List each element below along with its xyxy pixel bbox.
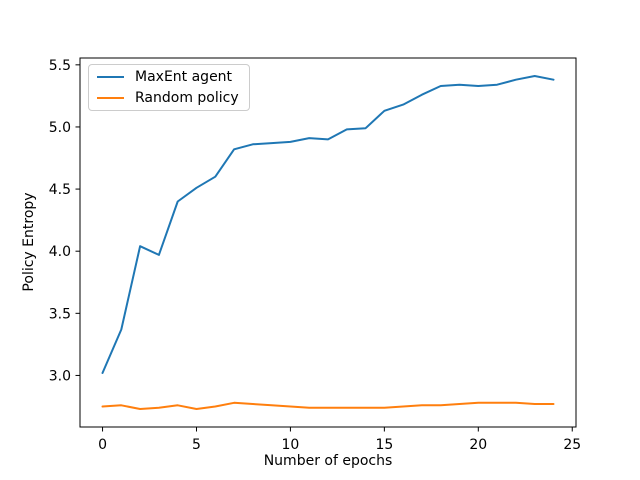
y-tick-label: 5.5	[49, 58, 71, 74]
legend-entry-random-policy: Random policy	[97, 88, 239, 109]
legend-line-sample-random-policy	[97, 96, 124, 99]
legend-entry-maxent-agent: MaxEnt agent	[97, 67, 239, 88]
y-tick-label: 4.0	[49, 244, 71, 260]
axes-frame	[79, 57, 577, 428]
series-line-maxent-agent	[101, 75, 555, 374]
y-tick-label: 5.0	[49, 120, 71, 136]
x-axis-label: Number of epochs	[263, 453, 393, 469]
x-tick-label: 20	[469, 437, 487, 453]
x-tick-label: 0	[98, 437, 107, 453]
legend-line-sample-maxent-agent	[97, 76, 124, 79]
legend-label-maxent-agent: MaxEnt agent	[135, 69, 233, 86]
legend: MaxEnt agent Random policy	[88, 64, 250, 111]
y-tick-label: 3.5	[49, 306, 71, 322]
x-tick-label: 5	[192, 437, 201, 453]
x-tick-label: 10	[282, 437, 300, 453]
y-axis-label: Policy Entropy	[21, 192, 37, 292]
series-line-random-policy	[101, 401, 555, 410]
y-tick-label: 4.5	[49, 182, 71, 198]
x-tick-label: 15	[375, 437, 393, 453]
x-tick-label: 25	[563, 437, 581, 453]
legend-label-random-policy: Random policy	[135, 89, 239, 106]
y-tick-label: 3.0	[49, 368, 71, 384]
